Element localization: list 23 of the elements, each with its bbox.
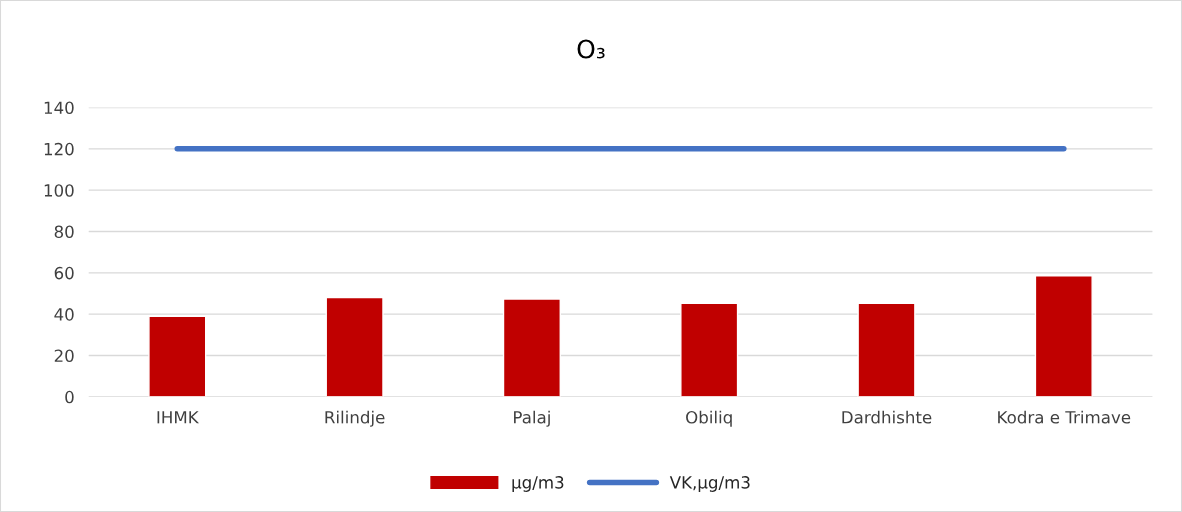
y-tick-label: 120 <box>44 142 74 156</box>
bar <box>502 298 561 397</box>
legend-label: VK,µg/m3 <box>669 476 750 492</box>
x-tick-label: Palaj <box>514 410 550 427</box>
y-tick-label: 80 <box>54 225 74 239</box>
bar <box>148 315 207 397</box>
x-tick-label: Obiliq <box>686 410 732 427</box>
y-tick-label: 20 <box>54 349 74 363</box>
y-tick-label: 40 <box>54 308 74 321</box>
bar <box>680 302 739 397</box>
y-tick-label: 100 <box>44 184 74 197</box>
x-tick-label: Dardhishte <box>842 410 932 424</box>
legend-label: µg/m3 <box>512 476 564 492</box>
chart-title: O₃ <box>577 39 605 59</box>
y-tick-label: 0 <box>65 390 74 404</box>
x-tick-label: Rilindje <box>325 410 385 427</box>
y-tick-label: 140 <box>44 101 74 115</box>
x-tick-label: IHMK <box>157 411 200 424</box>
x-tick-label: Kodra e Trimave <box>998 410 1131 424</box>
y-tick-label: 60 <box>54 266 74 280</box>
bar <box>857 302 916 397</box>
bar <box>325 296 384 397</box>
bar <box>1034 275 1093 397</box>
